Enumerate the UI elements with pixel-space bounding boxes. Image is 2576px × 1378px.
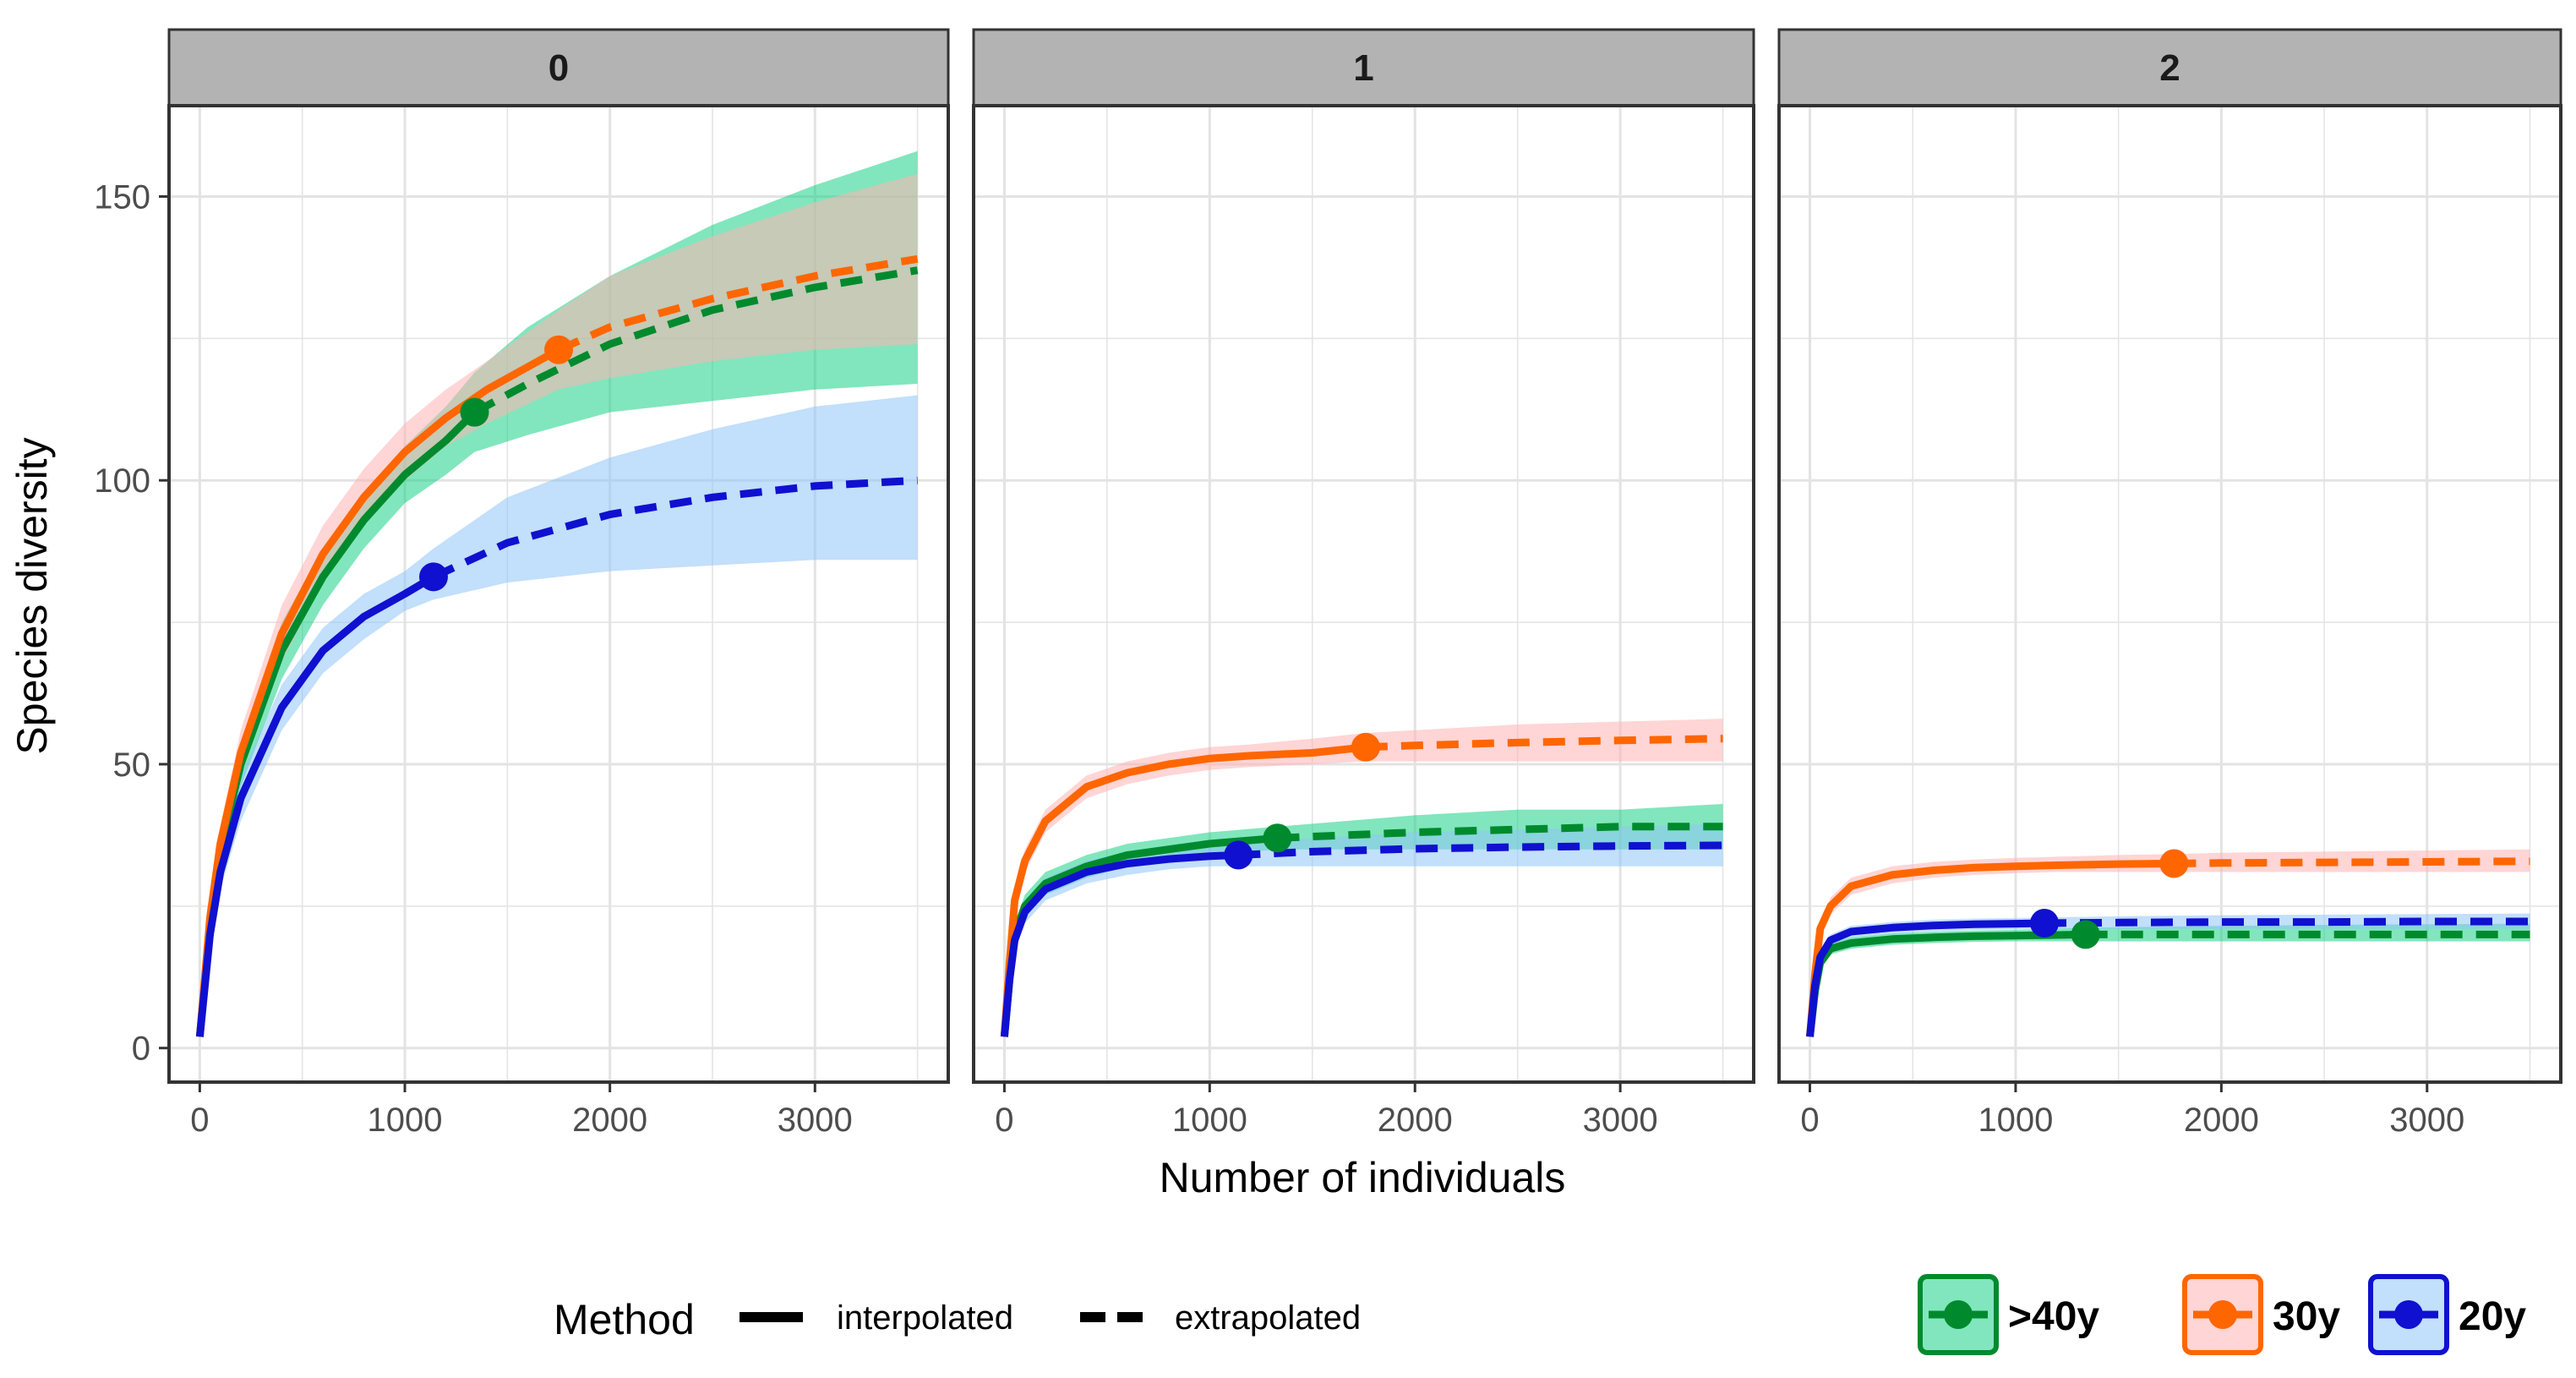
facet-panel-1: 1 0 1000 2000 3000	[972, 28, 1755, 1139]
x-tick-label: 3000	[2389, 1102, 2464, 1139]
x-axis-title: Number of individuals	[1160, 1154, 1566, 1201]
legend-extrapolated-label: extrapolated	[1175, 1299, 1361, 1337]
x-tick-label: 0	[1800, 1102, 1819, 1139]
series-line-extrapolated-30y	[1365, 735, 1723, 752]
facet-strip-label: 1	[1353, 47, 1373, 89]
y-axis-title: Species diversity	[8, 437, 56, 754]
y-tick-label: 150	[94, 178, 150, 216]
legend-key-20y	[2368, 1274, 2449, 1355]
observed-point-gt40y	[2071, 920, 2100, 949]
confidence-band-20y	[199, 395, 918, 1037]
legend-label-gt40y: >40y	[2008, 1294, 2099, 1339]
confidence-band-20y	[1004, 823, 1723, 1037]
legend-interpolated-label: interpolated	[837, 1299, 1013, 1337]
series-line-extrapolated-30y	[557, 254, 919, 353]
observed-point-gt40y	[1263, 823, 1292, 853]
x-tick-label: 0	[190, 1102, 209, 1139]
facet-strip-label: 2	[2159, 47, 2180, 89]
panel-border	[1777, 104, 2562, 1084]
facet-strip	[972, 28, 1755, 107]
x-tick-label: 2000	[572, 1102, 647, 1139]
series-line-interpolated-20y	[1000, 850, 1239, 1037]
y-tick-label: 100	[94, 462, 150, 500]
legend-groups: >40y 30y 20y	[1918, 1274, 2526, 1355]
confidence-band-30y	[1004, 719, 1723, 1037]
legend-label-30y: 30y	[2273, 1294, 2340, 1339]
series-line-extrapolated-gt40y	[1277, 823, 1723, 842]
legend-key-gt40y	[1918, 1274, 1999, 1355]
series-line-interpolated-20y	[195, 573, 436, 1037]
gridlines	[974, 106, 1754, 1082]
confidence-band-30y	[1809, 849, 2530, 1037]
x-tick-label: 1000	[1172, 1102, 1247, 1139]
series-line-extrapolated-20y	[2044, 917, 2530, 927]
confidence-band-gt40y	[199, 150, 918, 1037]
series-line-extrapolated-20y	[432, 476, 918, 581]
facet-strip-label: 0	[548, 47, 569, 89]
series-line-extrapolated-gt40y	[472, 266, 919, 416]
legend-method: Method interpolated extrapolated	[554, 1296, 1361, 1343]
series-line-interpolated-30y	[195, 346, 561, 1037]
x-tick-label: 3000	[778, 1102, 853, 1139]
x-tick-label: 1000	[1978, 1102, 2053, 1139]
x-tick-label: 1000	[368, 1102, 443, 1139]
observed-point-30y	[544, 335, 573, 364]
observed-point-20y	[2030, 908, 2060, 938]
series-line-extrapolated-30y	[2174, 857, 2530, 867]
y-tick-label: 0	[132, 1031, 150, 1068]
observed-point-gt40y	[460, 397, 489, 427]
series-line-extrapolated-20y	[1238, 841, 1723, 859]
observed-point-30y	[2159, 849, 2189, 878]
legend-method-title: Method	[554, 1296, 695, 1343]
y-tick-label: 50	[113, 746, 151, 784]
plot-background	[974, 106, 1754, 1082]
series-line-interpolated-20y	[1806, 919, 2045, 1037]
gridlines	[1779, 106, 2561, 1082]
series-line-interpolated-30y	[1806, 860, 2175, 1037]
x-tick-label: 2000	[2184, 1102, 2259, 1139]
observed-point-20y	[418, 562, 448, 592]
x-tick-label: 2000	[1378, 1102, 1453, 1139]
x-tick-label: 3000	[1583, 1102, 1658, 1139]
observed-point-30y	[1351, 732, 1380, 762]
series-line-interpolated-30y	[1000, 743, 1367, 1037]
panel-border	[167, 104, 950, 1084]
observed-point-20y	[1224, 840, 1253, 870]
facet-panel-2: 2 0 1000 2000 3000	[1777, 28, 2562, 1139]
x-tick-label: 0	[995, 1102, 1013, 1139]
facet-strip	[1777, 28, 2562, 107]
legend-label-20y: 20y	[2459, 1294, 2526, 1339]
facet-panel-0: 0 0 1000 2000 3000 0 50 100 150	[94, 28, 950, 1139]
facet-strip	[167, 28, 950, 107]
panel-border	[972, 104, 1755, 1084]
legend-key-30y	[2182, 1274, 2263, 1355]
